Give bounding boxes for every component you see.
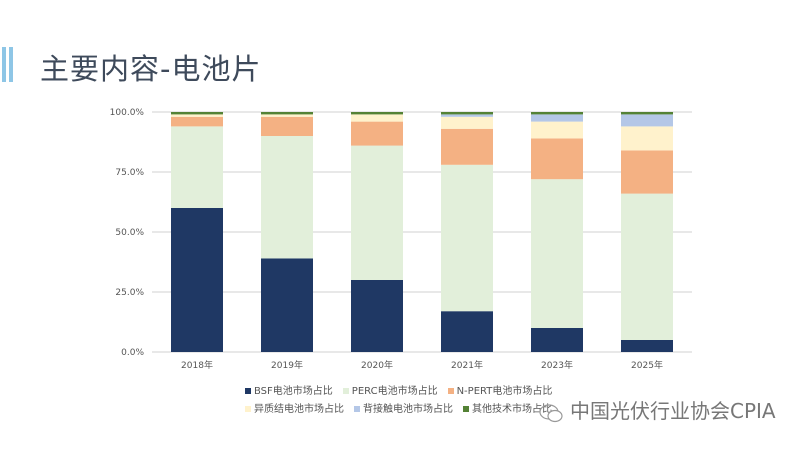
bar-segment [171, 126, 223, 208]
bar-segment [351, 121, 403, 146]
legend-swatch [354, 406, 360, 412]
y-tick-label: 0.0% [121, 348, 144, 358]
bar-segment [261, 112, 313, 115]
x-tick-label: 2019年 [271, 359, 303, 371]
bar-segment [621, 126, 673, 151]
bar-segment [621, 150, 673, 194]
x-tick-label: 2021年 [451, 359, 483, 371]
bar-segment [621, 193, 673, 340]
legend-label: N-PERT电池市场占比 [456, 386, 553, 397]
wechat-icon [539, 403, 563, 422]
y-tick-label: 75.0% [115, 168, 144, 178]
bar-segment [621, 112, 673, 115]
bar-segment [441, 112, 493, 115]
bar-segment [531, 114, 583, 122]
bar-segment [531, 112, 583, 115]
bar-segment [351, 280, 403, 352]
bar-segment [531, 179, 583, 328]
bar-segment [531, 328, 583, 352]
bar-segment [261, 116, 313, 136]
bar-segment [441, 311, 493, 352]
bar-segment [441, 116, 493, 129]
legend-label: PERC电池市场占比 [351, 386, 438, 397]
legend-swatch [447, 388, 454, 394]
title-accent-bar [9, 47, 13, 82]
watermark-text: 中国光伏行业协会CPIA [570, 399, 776, 423]
page-title: 主要内容-电池片 [40, 52, 262, 86]
legend-item: 背接触电池市场占比 [354, 401, 453, 419]
bar-segment [441, 164, 493, 312]
legend-item: 异质结电池市场占比 [245, 401, 344, 419]
legend-swatch [463, 406, 469, 412]
bar-segment [531, 121, 583, 139]
bar-segment [531, 138, 583, 180]
legend-item: N-PERT电池市场占比 [447, 383, 553, 401]
bar-segment [171, 116, 223, 127]
legend-item: PERC电池市场占比 [342, 383, 438, 401]
legend: BSF电池市场占比 PERC电池市场占比 N-PERT电池市场占比异质结电池市场占比… [245, 383, 585, 419]
y-tick-label: 25.0% [115, 288, 144, 298]
bar-segment [261, 258, 313, 352]
bar-segment [171, 114, 223, 117]
x-tick-label: 2025年 [631, 359, 663, 371]
bar-segment [621, 340, 673, 352]
legend-label: 背接触电池市场占比 [363, 404, 453, 415]
bar-segment [351, 114, 403, 122]
legend-item: BSF电池市场占比 [245, 383, 333, 401]
bar-segment [441, 128, 493, 165]
bar-segment [261, 136, 313, 259]
legend-swatch [245, 388, 251, 394]
legend-swatch [245, 406, 251, 412]
bar-segment [441, 114, 493, 117]
bar-segment [171, 112, 223, 115]
legend-label: 异质结电池市场占比 [254, 404, 344, 415]
bar-segment [621, 114, 673, 127]
title-accent-bar [2, 47, 6, 82]
watermark: 中国光伏行业协会CPIA [538, 395, 776, 424]
legend-label: 其他技术市场占比 [472, 404, 552, 415]
legend-item: 其他技术市场占比 [463, 401, 552, 419]
bar-segment [261, 114, 313, 117]
bar-segment [171, 208, 223, 352]
y-tick-label: 100.0% [110, 108, 145, 118]
y-tick-label: 50.0% [115, 228, 144, 238]
legend-swatch [342, 388, 349, 394]
legend-label: BSF电池市场占比 [254, 386, 333, 397]
x-tick-label: 2020年 [361, 359, 393, 371]
bar-segment [351, 145, 403, 280]
bar-segment [351, 112, 403, 115]
x-tick-label: 2023年 [541, 359, 573, 371]
x-tick-label: 2018年 [181, 359, 213, 371]
